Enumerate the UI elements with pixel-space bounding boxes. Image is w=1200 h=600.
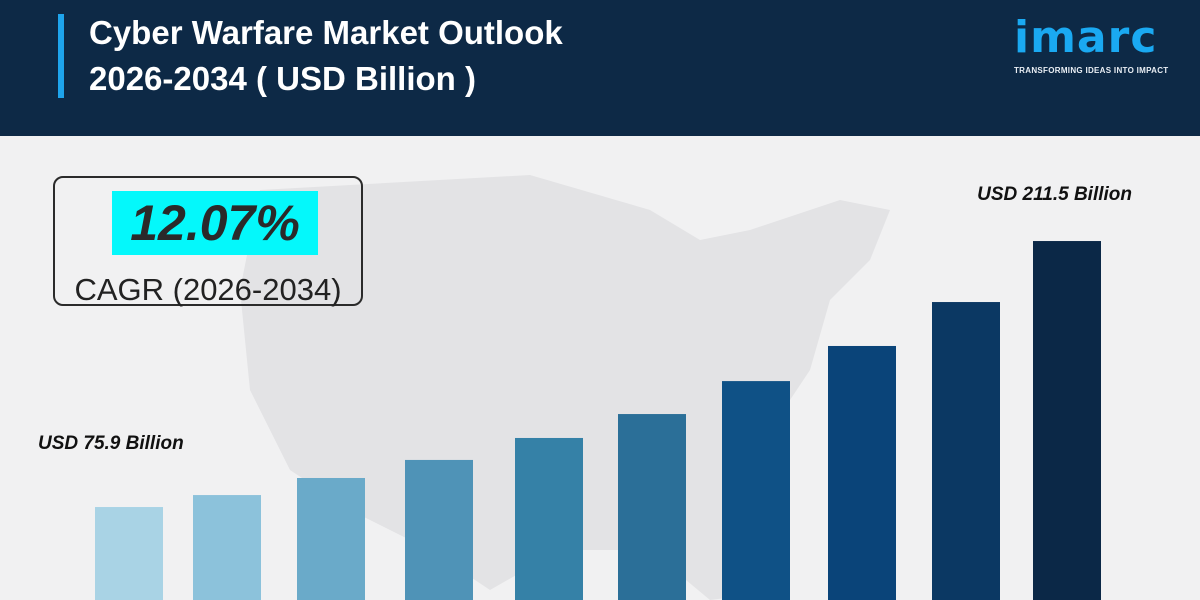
bar bbox=[932, 302, 1000, 600]
data-label: USD 211.5 Billion bbox=[977, 184, 1132, 205]
bar bbox=[405, 459, 473, 600]
title-line-1: Cyber Warfare Market Outlook bbox=[89, 14, 563, 51]
bar bbox=[95, 507, 163, 600]
logo-tagline: TRANSFORMING IDEAS INTO IMPACT bbox=[1014, 66, 1169, 75]
cagr-value: 12.07% bbox=[112, 191, 318, 255]
header: Cyber Warfare Market Outlook 2026-2034 (… bbox=[0, 0, 1200, 136]
bar bbox=[1033, 241, 1101, 600]
bar bbox=[722, 381, 790, 600]
bar bbox=[828, 345, 896, 600]
page-title: Cyber Warfare Market Outlook 2026-2034 (… bbox=[89, 10, 789, 102]
cagr-label: CAGR (2026-2034) bbox=[74, 272, 342, 307]
bar bbox=[618, 414, 686, 600]
title-line-2: 2026-2034 ( USD Billion ) bbox=[89, 60, 476, 97]
bar bbox=[515, 437, 583, 600]
logo-word: imarc bbox=[1014, 12, 1158, 63]
data-label: USD 75.9 Billion bbox=[38, 433, 184, 454]
imarc-logo: imarc TRANSFORMING IDEAS INTO IMPACT bbox=[1014, 12, 1174, 75]
bar bbox=[193, 495, 261, 600]
cagr-box bbox=[53, 176, 363, 306]
accent-bar bbox=[58, 14, 64, 98]
bar bbox=[297, 477, 365, 600]
